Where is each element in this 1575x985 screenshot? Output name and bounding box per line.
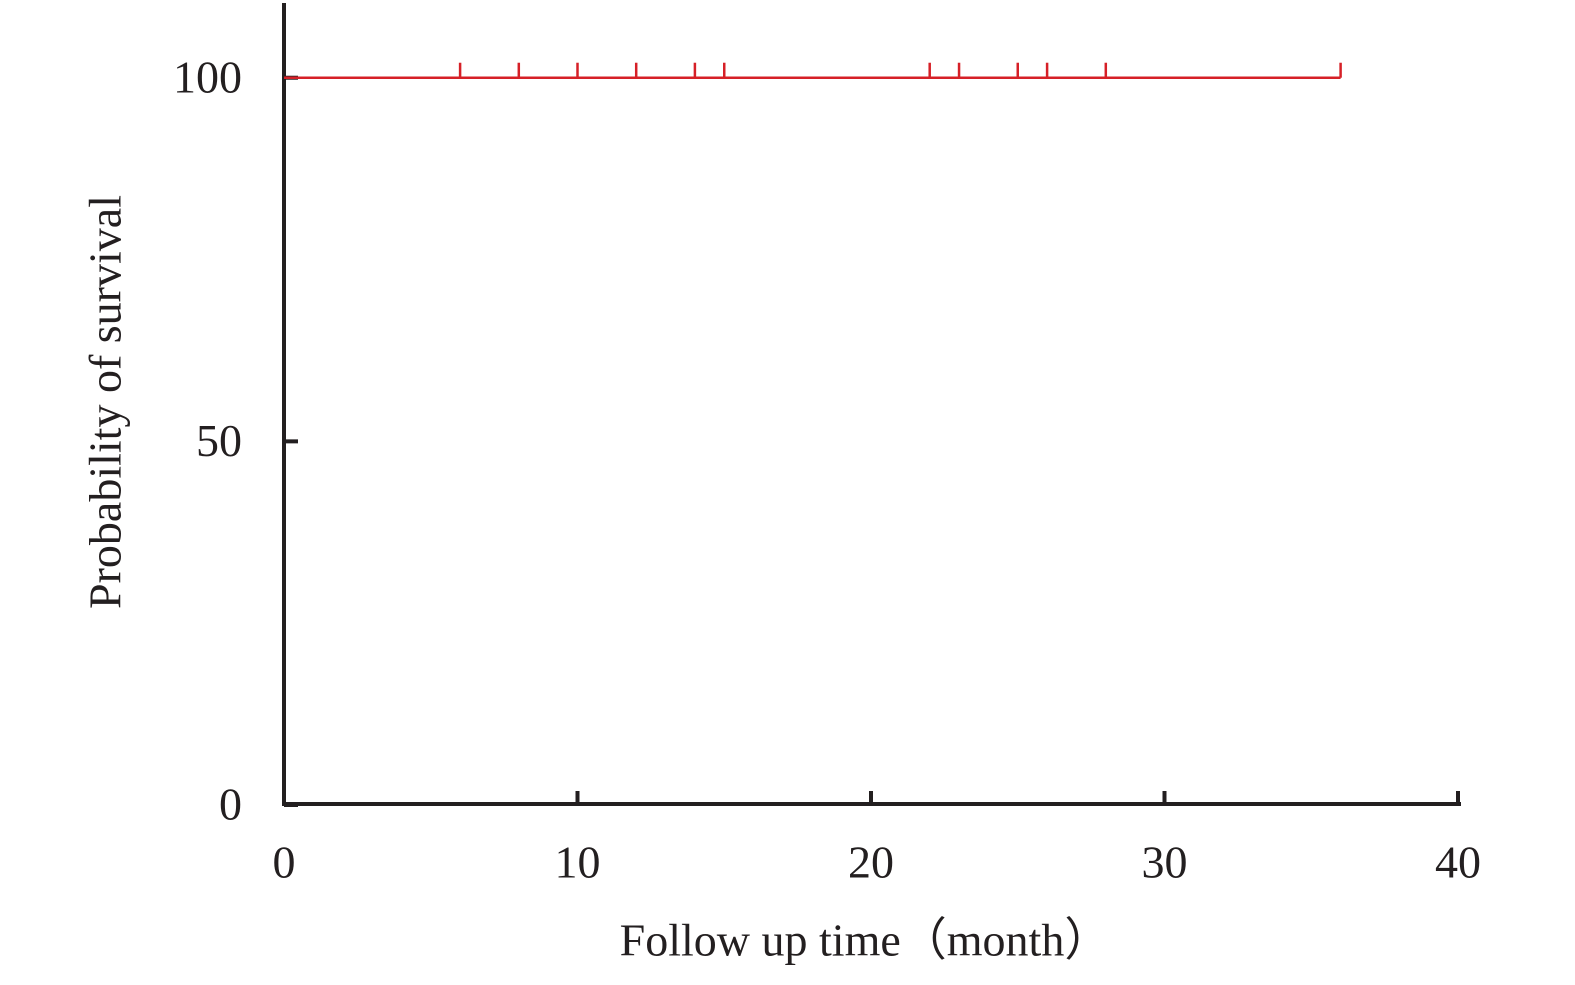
x-axis-title: Follow up time（month） (620, 915, 1111, 966)
y-tick-label: 100 (173, 51, 242, 102)
x-tick-label: 10 (555, 837, 601, 888)
y-axis-title: Probability of survival (80, 195, 131, 609)
x-tick-label: 40 (1435, 837, 1481, 888)
y-tick-label: 50 (196, 415, 242, 466)
x-tick-label: 30 (1142, 837, 1188, 888)
y-tick-label: 0 (219, 779, 242, 830)
x-tick-label: 20 (848, 837, 894, 888)
x-tick-label: 0 (273, 837, 296, 888)
